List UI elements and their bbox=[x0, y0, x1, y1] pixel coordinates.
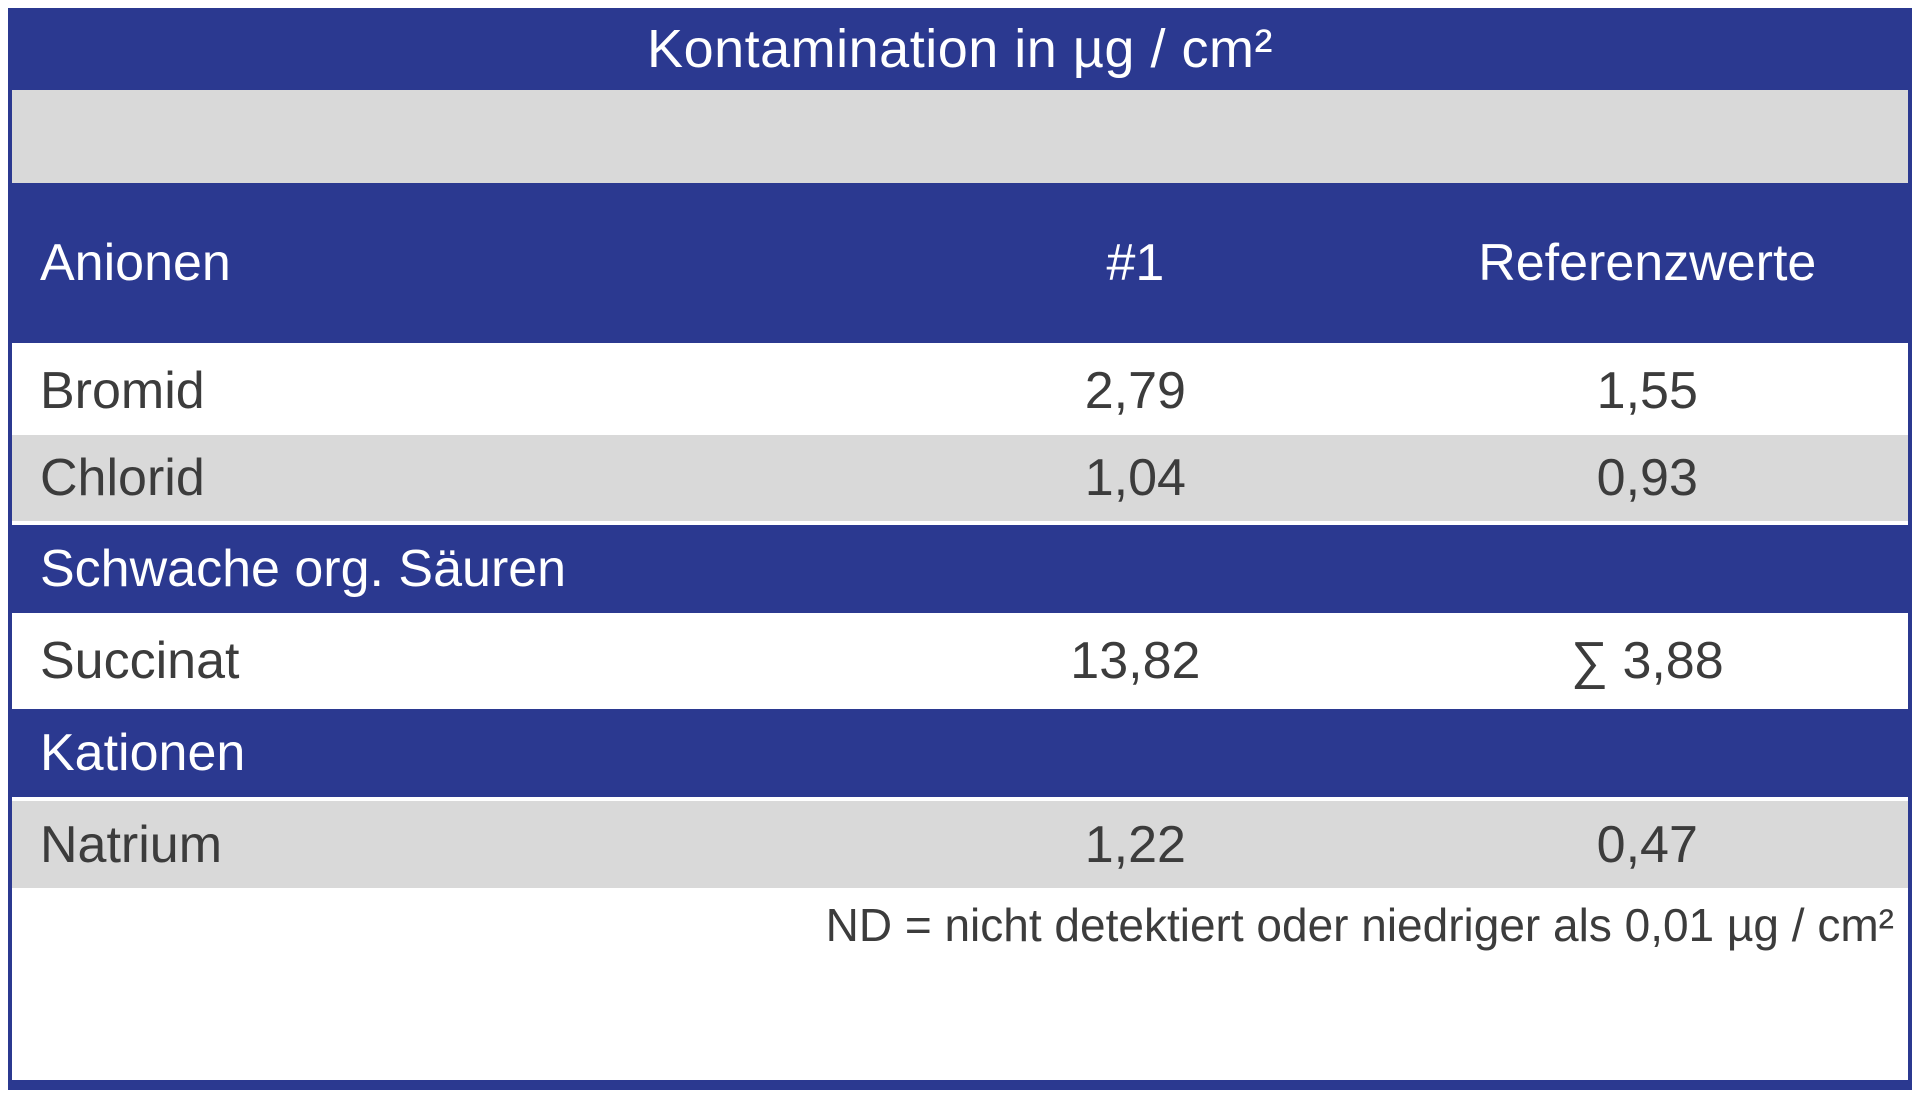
section-label: Kationen bbox=[40, 724, 246, 782]
footnote-text: ND = nicht detektiert oder niedriger als… bbox=[825, 899, 1894, 951]
row-label: Natrium bbox=[40, 815, 223, 874]
col-header-row: Anionen #1 Referenzwerte bbox=[12, 183, 1908, 347]
section-label: Schwache org. Säuren bbox=[40, 540, 567, 598]
row-value-sample: 13,82 bbox=[1070, 632, 1201, 690]
contamination-table: Kontamination in µg / cm² Anionen #1 Ref… bbox=[8, 8, 1912, 1090]
row-value-reference: 0,93 bbox=[1596, 449, 1698, 507]
row-label: Chlorid bbox=[40, 449, 205, 507]
row-value-reference: 0,47 bbox=[1596, 815, 1698, 874]
row-label: Succinat bbox=[40, 632, 240, 690]
table-row-bromid: Bromid 2,79 1,55 bbox=[12, 347, 1908, 435]
row-value-reference: ∑ 3,88 bbox=[1570, 632, 1724, 690]
table-row-chlorid: Chlorid 1,04 0,93 bbox=[12, 435, 1908, 521]
row-value-sample: 1,04 bbox=[1084, 449, 1186, 507]
section-row-kationen: Kationen bbox=[12, 705, 1908, 801]
spacer-row bbox=[12, 90, 1908, 183]
table-title-text: Kontamination in µg / cm² bbox=[647, 19, 1273, 79]
row-value-sample: 1,22 bbox=[1084, 815, 1186, 874]
table-title: Kontamination in µg / cm² bbox=[12, 8, 1908, 90]
header-category: Anionen bbox=[40, 234, 231, 292]
row-value-reference: 1,55 bbox=[1596, 362, 1698, 420]
table-row-succinat: Succinat 13,82 ∑ 3,88 bbox=[12, 617, 1908, 705]
header-sample: #1 bbox=[1106, 234, 1165, 292]
row-label: Bromid bbox=[40, 362, 205, 420]
table-row-natrium: Natrium 1,22 0,47 bbox=[12, 801, 1908, 888]
footnote: ND = nicht detektiert oder niedriger als… bbox=[12, 888, 1908, 1080]
section-row-weak-organic-acids: Schwache org. Säuren bbox=[12, 521, 1908, 617]
row-value-sample: 2,79 bbox=[1084, 362, 1186, 420]
header-reference: Referenzwerte bbox=[1478, 234, 1817, 292]
